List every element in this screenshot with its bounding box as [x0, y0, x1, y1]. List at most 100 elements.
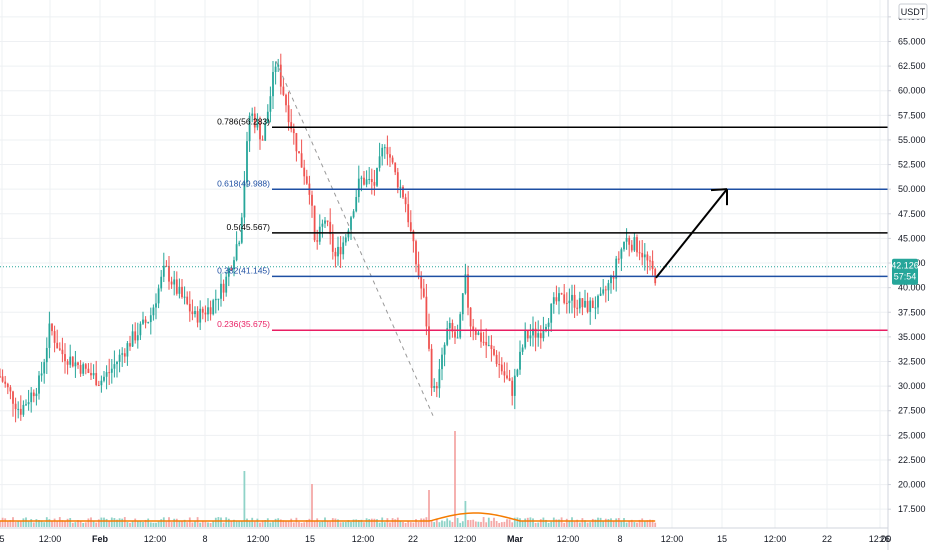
volume-bar [407, 520, 410, 527]
candle-body [446, 328, 449, 345]
candle-body [490, 345, 493, 350]
volume-bar [110, 517, 113, 527]
volume-bar [0, 521, 1, 527]
volume-bar [6, 521, 9, 527]
candle-body [4, 381, 7, 384]
candle-body [467, 274, 469, 308]
candle-body [27, 402, 30, 405]
volume-bar [482, 517, 485, 527]
volume-bar [646, 520, 649, 527]
candle-body [399, 186, 402, 188]
volume-bar [4, 518, 7, 527]
candle-body [480, 332, 482, 342]
candle-body [563, 294, 566, 303]
volume-bar [550, 521, 553, 527]
candle-body [485, 341, 488, 346]
price-tick-label: 35.000 [898, 332, 926, 342]
candle-body [287, 105, 290, 123]
volume-bar [246, 518, 248, 527]
projection-arrow[interactable] [655, 188, 728, 279]
candle-body [121, 353, 124, 355]
volume-bar [446, 518, 449, 527]
time-axis[interactable]: 5 12:00 Feb 12:00 8 12:00 15 12:00 22 12:00 Mar 12:… [0, 527, 891, 544]
candle-body [363, 177, 365, 185]
volume-bar [360, 519, 363, 527]
candle-body [217, 298, 220, 300]
volume-bar [506, 519, 508, 527]
volume-bar [77, 520, 79, 527]
candle-body [461, 293, 464, 315]
volume-bar [201, 521, 204, 527]
candle-body [235, 244, 238, 261]
volume-bar [599, 517, 602, 527]
candle-body [350, 217, 352, 231]
volume-bar [607, 519, 610, 527]
candle-body [79, 365, 82, 374]
candle-body [84, 364, 87, 369]
candle-body [396, 172, 399, 188]
candle-body [537, 333, 540, 338]
candle-body [417, 264, 420, 277]
candle-body [152, 307, 155, 316]
candle-body [591, 300, 594, 308]
volume-bar [131, 520, 134, 527]
volume-bar [641, 518, 644, 527]
volume-bar [61, 520, 64, 527]
volume-bar [576, 519, 579, 527]
volume-bar [79, 521, 82, 527]
volume-bar [396, 517, 399, 527]
volume-bar [155, 522, 157, 527]
volume-bar [376, 519, 378, 527]
volume-bar [329, 521, 332, 527]
volume-bar [196, 517, 199, 527]
candle-body [22, 404, 25, 415]
volume-bar [435, 518, 438, 527]
volume-bar [136, 520, 139, 527]
candle-body [425, 296, 428, 327]
candle-body [503, 371, 506, 376]
candle-body [326, 220, 329, 222]
candle-body [373, 182, 376, 186]
volume-bar [35, 519, 38, 527]
volume-bar [58, 517, 61, 527]
volume-bar [300, 522, 303, 527]
candle-body [524, 330, 527, 348]
volume-bar [589, 522, 592, 527]
volume-bar [71, 522, 74, 527]
price-tick-label: 60.000 [898, 86, 926, 96]
candle-body [558, 293, 560, 302]
candle-body [266, 111, 269, 124]
price-tick-label: 50.000 [898, 184, 926, 194]
volume-bar [282, 520, 285, 527]
time-tick-label: 8 [617, 534, 622, 544]
candle-body [534, 328, 537, 338]
candle-body [599, 293, 602, 296]
volume-bar [48, 519, 51, 527]
volume-bar [269, 522, 272, 527]
candle-body [459, 314, 462, 338]
volume-bar [399, 520, 402, 527]
volume-bar [363, 522, 365, 527]
volume-bar [391, 518, 394, 527]
volume-bar [69, 518, 72, 527]
volume-bar [389, 522, 391, 527]
volume-bar [373, 518, 376, 527]
candle-body [552, 297, 555, 304]
candle-body [337, 246, 339, 257]
volume-bar [485, 522, 488, 527]
candle-body [542, 330, 545, 339]
fibonacci-levels[interactable]: 0.786(56.283) 0.618(49.988) 0.5(45.567) 0.3… [217, 116, 888, 331]
volume-bar [539, 519, 542, 527]
volume-bar [207, 522, 209, 527]
volume-bar [597, 517, 599, 527]
volume-bar [27, 521, 30, 527]
volume-bar [508, 519, 511, 527]
candle-body [66, 361, 69, 365]
candle-body [282, 86, 285, 95]
candle-body [277, 64, 280, 67]
candle-countdown-label: 57:54 [894, 272, 917, 282]
volume-bar [43, 522, 46, 527]
candle-body [74, 362, 77, 367]
candle-body [329, 221, 332, 235]
